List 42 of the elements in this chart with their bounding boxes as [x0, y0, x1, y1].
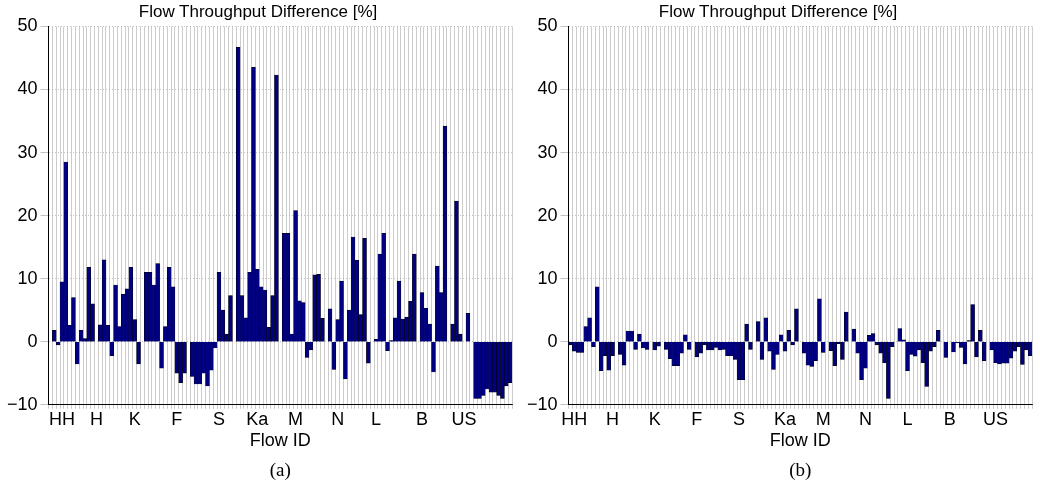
y-tick-label: 50	[537, 15, 558, 36]
x-tick-label: H	[606, 408, 620, 429]
y-tick-label: 10	[537, 267, 558, 288]
x-tick-label: F	[171, 408, 183, 429]
x-tick-label: B	[415, 408, 428, 429]
chart-title: Flow Throughput Difference [%]	[658, 1, 898, 21]
y-tick-label: −10	[526, 393, 558, 414]
y-tick-label: 40	[17, 78, 38, 99]
x-tick-label: M	[815, 408, 831, 429]
text: (a)	[269, 459, 291, 481]
x-tick-label: US	[983, 408, 1009, 429]
x-tick-label: N	[331, 408, 345, 429]
chart-title: Flow Throughput Difference [%]	[138, 1, 378, 21]
y-tick-label: −10	[6, 393, 38, 414]
x-tick-label: Ka	[773, 408, 797, 429]
x-tick-label: F	[691, 408, 703, 429]
y-tick-label: 10	[17, 267, 38, 288]
x-tick-label: US	[451, 408, 477, 429]
y-tick-label: 20	[17, 204, 38, 225]
x-tick-label: N	[858, 408, 872, 429]
y-tick-label: 0	[27, 330, 38, 351]
y-tick-label: 20	[537, 204, 558, 225]
y-tick-label: 50	[17, 15, 38, 36]
x-tick-label: M	[288, 408, 304, 429]
y-tick-label: 0	[547, 330, 558, 351]
x-tick-label: HH	[561, 408, 588, 429]
x-tick-label: Ka	[246, 408, 270, 429]
text: (b)	[789, 459, 812, 481]
x-tick-label: S	[212, 408, 225, 429]
x-tick-label: H	[89, 408, 103, 429]
x-axis-title: Flow ID	[249, 430, 311, 451]
x-axis-title: Flow ID	[769, 430, 831, 451]
x-tick-label: B	[943, 408, 956, 429]
x-tick-label: S	[732, 408, 745, 429]
y-tick-label: 40	[537, 78, 558, 99]
x-tick-label: L	[371, 408, 382, 429]
x-tick-label: K	[648, 408, 661, 429]
x-tick-label: HH	[48, 408, 75, 429]
x-tick-label: K	[128, 408, 141, 429]
y-tick-label: 30	[17, 141, 38, 162]
y-tick-label: 30	[537, 141, 558, 162]
x-tick-label: L	[902, 408, 913, 429]
